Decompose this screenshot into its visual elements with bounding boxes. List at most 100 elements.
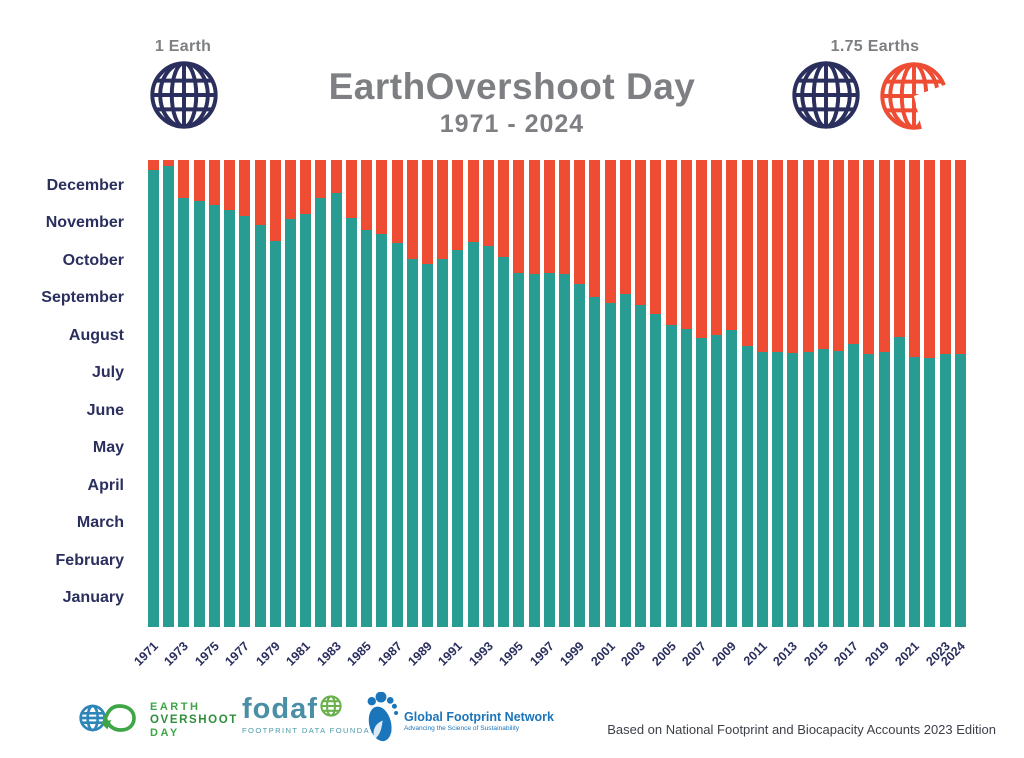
gfn-logo-subtitle: Advancing the Science of Sustainability <box>404 724 520 732</box>
fodafo-logo-subtitle: FOOTPRINT DATA FOUNDATION <box>242 726 394 735</box>
bar-2012 <box>772 160 784 627</box>
fodafo-globe-icon <box>319 694 343 723</box>
bar-1992 <box>467 160 479 627</box>
bar-1991 <box>452 160 464 627</box>
bar-used-2024 <box>954 354 966 627</box>
attribution-text: Based on National Footprint and Biocapac… <box>607 722 996 737</box>
bar-1978 <box>254 160 266 627</box>
month-label-august: August <box>68 326 124 344</box>
bar-2018 <box>863 160 875 627</box>
bar-1996 <box>528 160 540 627</box>
bar-1984 <box>345 160 357 627</box>
fodafo-logo-wordmark: fodaf <box>242 694 393 723</box>
bar-used-2001 <box>604 303 616 627</box>
one-earth-label: 1 Earth <box>154 38 212 55</box>
bar-used-2021 <box>909 357 921 627</box>
x-axis-year-labels: 1971 1973 1975 1977 1979 1981 1983 1985 1987 1989… <box>131 627 988 687</box>
bar-2001 <box>604 160 616 627</box>
bar-used-2019 <box>878 351 890 627</box>
eod-logo-line1: EARTH <box>150 701 201 713</box>
bar-used-1990 <box>437 258 449 627</box>
month-label-november: November <box>45 214 124 232</box>
bar-used-2017 <box>848 344 860 627</box>
bar-used-2008 <box>711 335 723 627</box>
footer: EARTH OVERSHOOT DAY fodaf FOOTPRINT D <box>0 688 1024 758</box>
bar-used-1974 <box>193 200 205 627</box>
bar-2016 <box>833 160 844 627</box>
bar-used-1978 <box>254 225 266 627</box>
eod-logo-line3: DAY <box>150 727 180 739</box>
bar-used-1985 <box>361 230 373 627</box>
earth-overshoot-day-logo: EARTH OVERSHOOT DAY <box>78 696 238 745</box>
three-quarter-globe-icon <box>878 59 976 153</box>
bar-1982 <box>315 160 327 627</box>
month-label-april: April <box>87 476 124 494</box>
bar-1994 <box>498 160 510 627</box>
bar-2022 <box>924 160 936 627</box>
bar-used-1984 <box>345 217 357 627</box>
bar-used-1979 <box>269 240 281 627</box>
bar-used-1989 <box>422 263 433 627</box>
bar-used-2003 <box>635 304 647 627</box>
fodafo-logo-letters: fodaf <box>242 692 318 725</box>
month-label-october: October <box>62 251 124 269</box>
bar-1980 <box>285 160 296 627</box>
earth-overshoot-day-logo-icon <box>78 696 142 745</box>
bar-2000 <box>589 160 601 627</box>
bar-used-2004 <box>650 313 662 627</box>
bar-used-2002 <box>619 294 631 627</box>
bar-used-2023 <box>939 354 951 627</box>
bar-1979 <box>269 160 281 627</box>
month-label-september: September <box>41 289 124 307</box>
month-label-june: June <box>86 401 124 419</box>
bar-1998 <box>559 160 570 627</box>
bar-used-2020 <box>893 336 905 627</box>
bar-used-2011 <box>756 351 768 627</box>
bar-2004 <box>650 160 662 627</box>
month-label-february: February <box>55 551 124 569</box>
bar-used-2022 <box>924 358 936 627</box>
bar-used-1973 <box>178 198 190 627</box>
bar-2005 <box>665 160 677 627</box>
month-label-january: January <box>62 588 124 606</box>
fodafo-logo: fodaf FOOTPRINT DATA FOUNDATION <box>242 694 393 735</box>
page-subtitle: 1971 - 2024 <box>439 110 585 138</box>
footprint-leaf-icon <box>364 691 399 749</box>
bar-used-2015 <box>817 349 829 627</box>
bar-used-2005 <box>665 325 677 627</box>
bar-used-1971 <box>148 170 159 627</box>
bar-2011 <box>756 160 768 627</box>
bar-used-1998 <box>559 273 570 627</box>
bar-used-2010 <box>741 345 753 627</box>
bar-used-1995 <box>513 272 525 627</box>
bar-2014 <box>802 160 814 627</box>
bar-2008 <box>711 160 723 627</box>
bar-1990 <box>437 160 449 627</box>
bar-1988 <box>406 160 418 627</box>
bar-used-1986 <box>376 234 388 627</box>
bar-2003 <box>635 160 647 627</box>
bar-used-1983 <box>330 193 342 627</box>
overshoot-bar-chart <box>148 160 970 627</box>
bar-used-2014 <box>802 351 814 627</box>
bar-used-1996 <box>528 273 540 627</box>
bar-1974 <box>193 160 205 627</box>
y-axis-month-labels: December November October September August Ju… <box>0 160 138 627</box>
bar-1971 <box>148 160 159 627</box>
bar-1973 <box>178 160 190 627</box>
bar-2015 <box>817 160 829 627</box>
bar-2024 <box>954 160 966 627</box>
bar-used-2009 <box>726 330 738 627</box>
bar-2020 <box>893 160 905 627</box>
bar-1981 <box>300 160 312 627</box>
month-label-march: March <box>76 514 124 532</box>
bar-used-2000 <box>589 296 601 627</box>
bar-2002 <box>619 160 631 627</box>
bar-2010 <box>741 160 753 627</box>
bar-used-1972 <box>163 166 175 627</box>
bar-1975 <box>208 160 220 627</box>
globe-icon <box>148 58 220 137</box>
bar-used-1988 <box>406 258 418 627</box>
bar-used-1980 <box>285 218 296 627</box>
month-label-july: July <box>91 364 124 382</box>
